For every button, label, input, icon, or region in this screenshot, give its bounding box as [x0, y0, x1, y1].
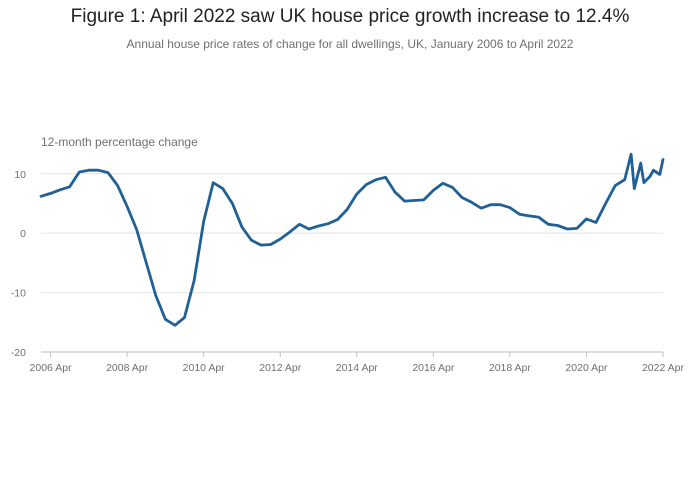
- x-tick-label: 2018 Apr: [489, 362, 532, 374]
- y-tick-label: -10: [11, 288, 26, 300]
- y-axis-label: 12-month percentage change: [41, 135, 198, 149]
- chart-subtitle: Annual house price rates of change for a…: [126, 37, 574, 51]
- x-tick-label: 2016 Apr: [412, 362, 455, 374]
- x-tick-label: 2010 Apr: [183, 362, 226, 374]
- y-tick-label: -20: [11, 347, 26, 359]
- x-tick-label: 2014 Apr: [336, 362, 379, 374]
- series-layer: [39, 152, 665, 327]
- gridlines: [41, 173, 663, 353]
- y-tick-label: 0: [20, 228, 26, 240]
- x-tick-label: 2012 Apr: [259, 362, 302, 374]
- axes: 10 0 -10 -20 2006 Apr 2008 Apr 2010 Apr 2012 Ap…: [11, 169, 685, 374]
- x-tick-label: 2020 Apr: [565, 362, 608, 374]
- x-tick-label: 2006 Apr: [30, 362, 73, 374]
- x-tick-label: 2022 Apr: [642, 362, 685, 374]
- series-line-0: [39, 152, 665, 327]
- y-tick-label: 10: [14, 169, 26, 181]
- x-tick-label: 2008 Apr: [106, 362, 149, 374]
- chart-title: Figure 1: April 2022 saw UK house price …: [70, 6, 630, 27]
